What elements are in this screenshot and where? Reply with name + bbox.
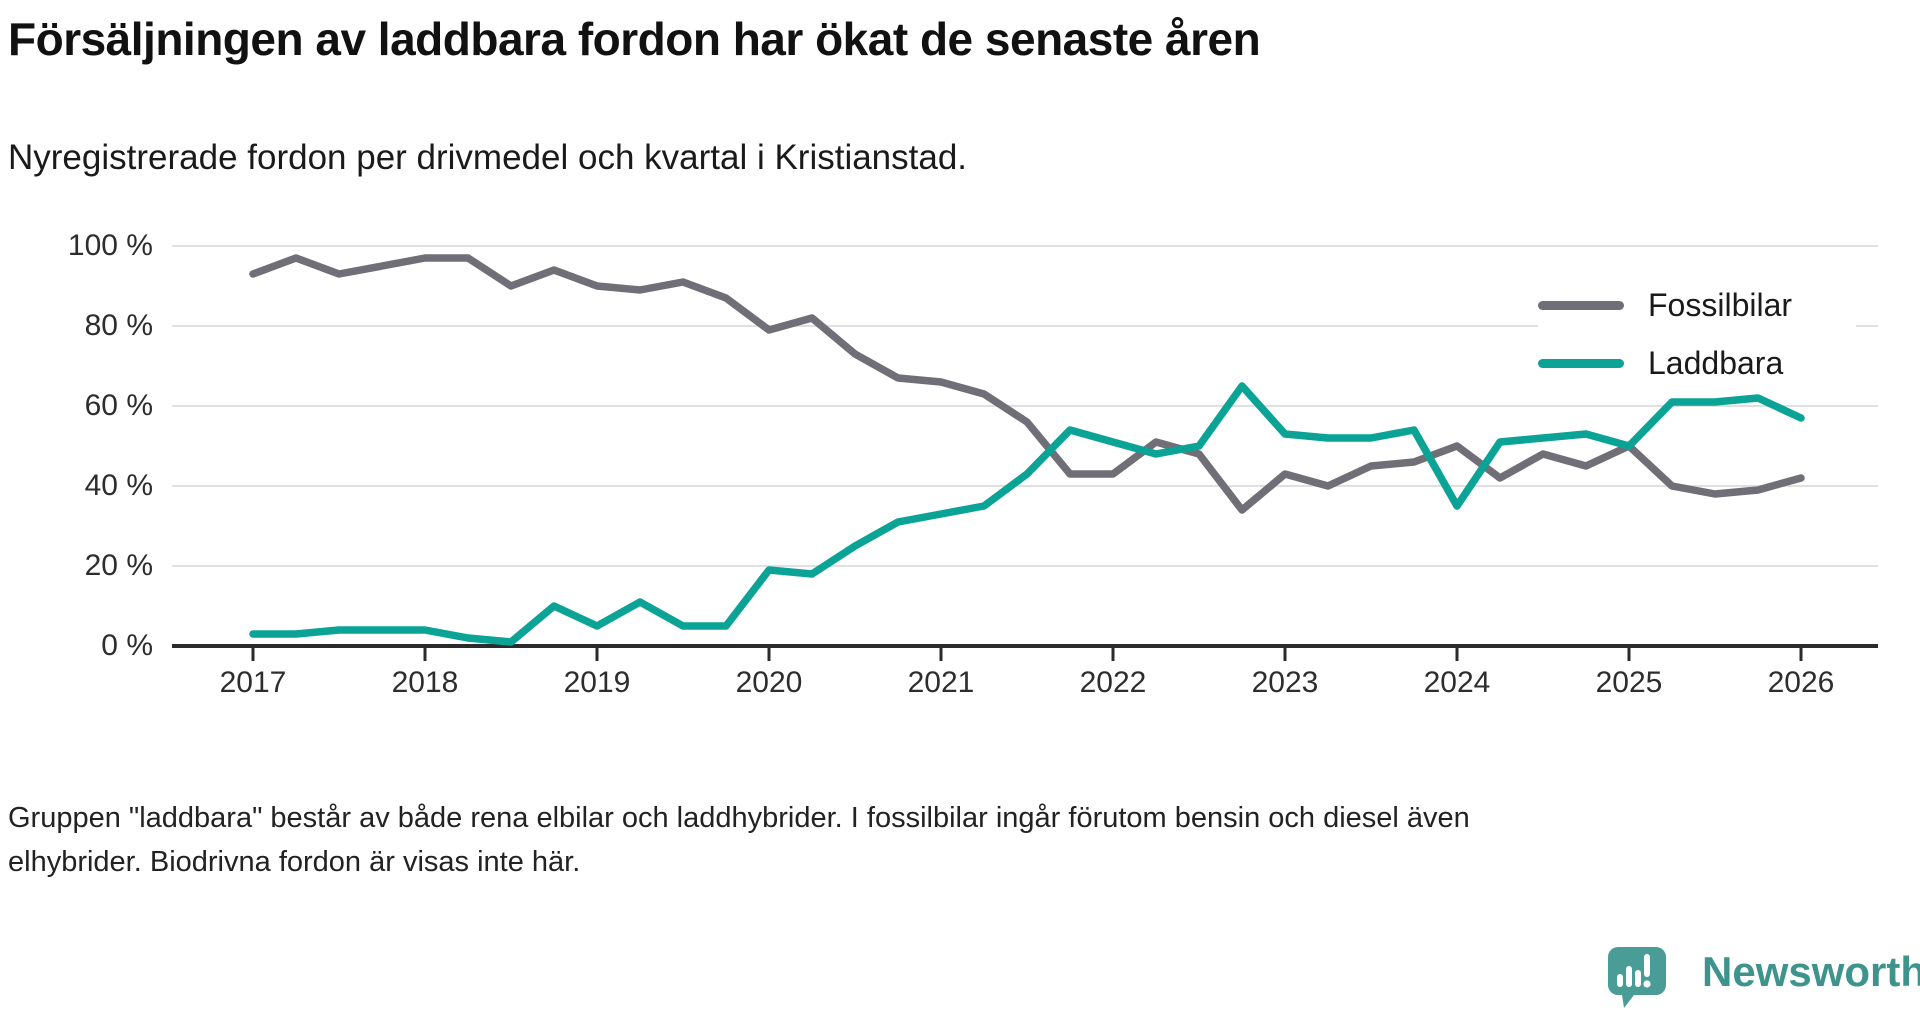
logo-exclamation-bar: [1644, 954, 1650, 977]
y-tick-label-100%: 100 %: [67, 229, 153, 262]
x-tick-label-2026: 2026: [1767, 666, 1835, 699]
footnote-line-2: elhybrider. Biodrivna fordon är visas in…: [8, 846, 581, 878]
y-tick-label-0%: 0 %: [101, 629, 153, 662]
y-tick-label-20%: 20 %: [84, 549, 153, 582]
legend-item-fossilbilar: Fossilbilar: [1538, 282, 1856, 328]
legend-label: Fossilbilar: [1648, 286, 1793, 323]
x-tick-label-2019: 2019: [563, 666, 631, 699]
x-tick-label-2024: 2024: [1423, 666, 1491, 699]
chart-legend: Fossilbilar Laddbara: [1538, 280, 1856, 388]
series-line-fossilbilar: [249, 254, 1805, 514]
logo-bar-2: [1626, 966, 1632, 987]
footnote: Gruppen "laddbara" består av både rena e…: [8, 796, 1470, 884]
series-line-laddbara: [249, 382, 1805, 646]
newsworthy-logo: Newsworthy: [1604, 942, 1920, 1010]
legend-label: Laddbara: [1648, 344, 1784, 381]
y-tick-label-40%: 40 %: [84, 469, 153, 502]
fossilbilar-line-swatch: [1538, 300, 1624, 310]
laddbara-line-swatch: [1538, 358, 1624, 368]
logo-exclamation-dot: [1643, 980, 1651, 988]
x-tick-label-2022: 2022: [1079, 666, 1147, 699]
page-title: Försäljningen av laddbara fordon har öka…: [8, 13, 1261, 65]
x-tick-label-2025: 2025: [1595, 666, 1663, 699]
x-tick-label-2021: 2021: [907, 666, 975, 699]
y-tick-label-60%: 60 %: [84, 389, 153, 422]
footnote-line-1: Gruppen "laddbara" består av både rena e…: [8, 802, 1470, 834]
x-tick-label-2017: 2017: [219, 666, 287, 699]
legend-item-laddbara: Laddbara: [1538, 340, 1856, 386]
x-tick-label-2023: 2023: [1251, 666, 1319, 699]
newsworthy-logo-text: Newsworthy: [1702, 948, 1920, 995]
newsworthy-logo-icon: [1608, 947, 1666, 1008]
logo-bar-1: [1617, 974, 1623, 987]
x-tick-label-2018: 2018: [391, 666, 459, 699]
x-tick-label-2020: 2020: [735, 666, 803, 699]
y-tick-label-80%: 80 %: [84, 309, 153, 342]
page-subtitle: Nyregistrerade fordon per drivmedel och …: [8, 138, 968, 177]
logo-bar-3: [1635, 970, 1641, 987]
